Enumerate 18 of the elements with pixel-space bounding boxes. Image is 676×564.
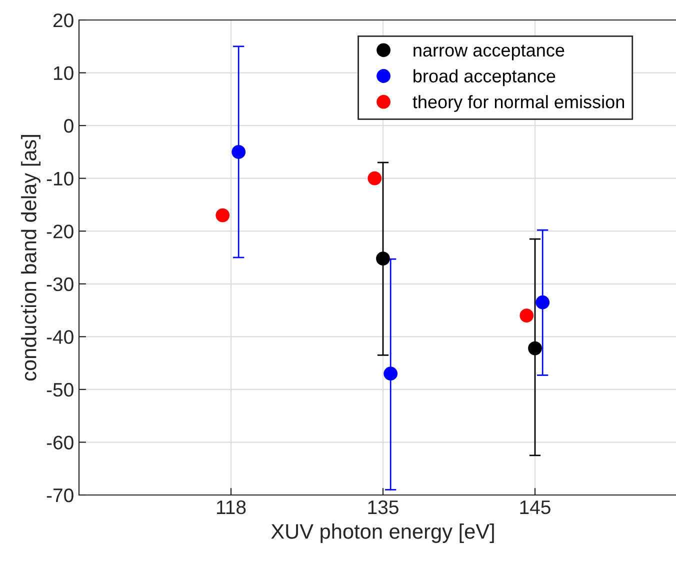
y-tick-label: -30 <box>46 277 74 292</box>
y-tick-label: -40 <box>46 330 74 344</box>
y-tick-label: -20 <box>46 224 74 238</box>
y-tick-label: 20 <box>53 13 74 28</box>
legend-label: narrow acceptance <box>414 44 564 60</box>
legend-label: broad acceptance <box>414 69 556 86</box>
y-tick-label: -10 <box>46 172 74 186</box>
x-tick-label: 118 <box>216 500 246 514</box>
y-axis-title: conduction band delay [as] <box>21 135 40 381</box>
y-tick-label: -60 <box>46 436 74 450</box>
y-tick-label: -70 <box>46 488 74 502</box>
y-tick-label: 10 <box>54 66 74 80</box>
legend-label: theory for normal emission <box>412 95 624 112</box>
x-axis-title: XUV photon energy [eV] <box>271 524 494 543</box>
y-tick-label: -50 <box>46 382 74 397</box>
x-tick-label: 135 <box>368 500 398 514</box>
y-tick-label: 0 <box>64 119 74 133</box>
x-tick-label: 145 <box>520 500 550 514</box>
